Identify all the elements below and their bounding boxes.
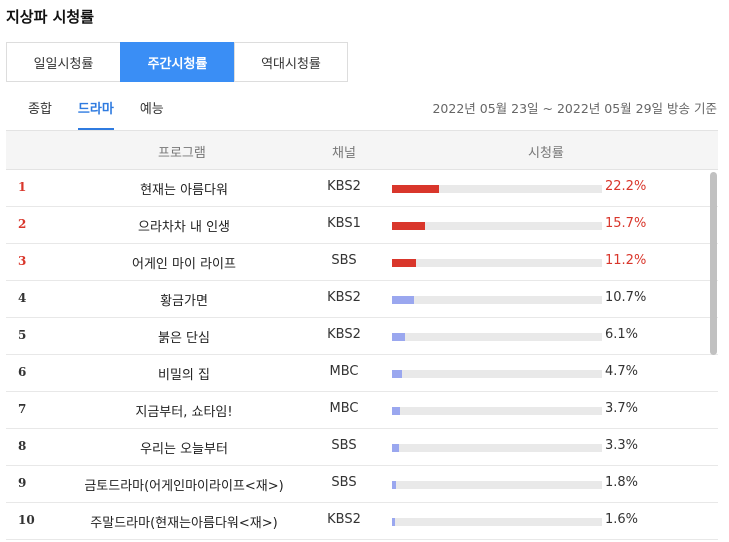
rating-value: 11.2%	[605, 253, 647, 268]
header-channel: 채널	[332, 146, 356, 161]
program-title[interactable]: 지금부터, 쇼타임!	[135, 405, 233, 420]
rating-bar-track	[392, 444, 602, 452]
tab-weekly-ratings[interactable]: 주간시청률	[120, 42, 234, 82]
rating-value: 6.1%	[605, 327, 639, 342]
tab-drama[interactable]: 드라마	[77, 96, 114, 130]
tab-alltime-ratings[interactable]: 역대시청률	[234, 42, 348, 82]
rating-bar-track	[392, 259, 602, 267]
rating-value: 3.3%	[605, 438, 639, 453]
channel-name: SBS	[331, 253, 357, 268]
header-program: 프로그램	[158, 146, 206, 161]
rank-number: 1	[18, 180, 27, 194]
rating-bar-track	[392, 296, 602, 304]
channel-name: KBS2	[327, 327, 361, 342]
rating-bar	[392, 407, 400, 415]
tab-overall[interactable]: 종합	[28, 102, 52, 117]
table-row[interactable]: 3 어게인 마이 라이프 SBS 11.2%	[6, 244, 718, 281]
rating-value: 15.7%	[605, 216, 647, 231]
table-row[interactable]: 8 우리는 오늘부터 SBS 3.3%	[6, 429, 718, 466]
rating-value: 4.7%	[605, 364, 639, 379]
rating-value: 1.6%	[605, 512, 639, 527]
program-title[interactable]: 현재는 아름다워	[140, 183, 228, 198]
channel-name: KBS1	[327, 216, 361, 231]
tab-entertainment[interactable]: 예능	[139, 102, 164, 117]
rating-bar	[392, 370, 402, 378]
program-title[interactable]: 주말드라마(현재는아름다워<재>)	[90, 516, 278, 531]
table-row[interactable]: 1 현재는 아름다워 KBS2 22.2%	[6, 170, 718, 207]
page-title: 지상파 시청률	[6, 8, 95, 26]
channel-name: KBS2	[327, 512, 361, 527]
rank-number: 2	[18, 217, 27, 231]
channel-name: KBS2	[327, 179, 361, 194]
tab-daily-ratings[interactable]: 일일시청률	[6, 42, 120, 82]
program-title[interactable]: 황금가면	[160, 294, 208, 309]
header-rating: 시청률	[528, 146, 564, 161]
table-body: 1 현재는 아름다워 KBS2 22.2% 2 으라차차 내 인생 KBS1 15.7% 3 어게…	[6, 170, 718, 540]
rating-bar-track	[392, 333, 602, 341]
rank-number: 9	[18, 476, 27, 490]
scrollbar[interactable]	[709, 172, 718, 542]
rating-bar	[392, 518, 396, 526]
program-title[interactable]: 어게인 마이 라이프	[132, 257, 236, 272]
rank-number: 7	[18, 402, 27, 416]
channel-name: SBS	[331, 438, 357, 453]
channel-name: SBS	[331, 475, 357, 490]
program-title[interactable]: 우리는 오늘부터	[140, 442, 228, 457]
rating-bar-track	[392, 185, 602, 193]
rank-number: 3	[18, 254, 27, 268]
table-header: 프로그램 채널 시청률	[6, 130, 718, 170]
rating-bar-track	[392, 222, 602, 230]
table-row[interactable]: 9 금토드라마(어게인마이라이프<재>) SBS 1.8%	[6, 466, 718, 503]
program-title[interactable]: 비밀의 집	[158, 368, 210, 383]
rating-bar	[392, 185, 439, 193]
program-title[interactable]: 금토드라마(어게인마이라이프<재>)	[84, 479, 284, 494]
channel-name: MBC	[329, 364, 359, 379]
table-row[interactable]: 7 지금부터, 쇼타임! MBC 3.7%	[6, 392, 718, 429]
rating-bar	[392, 333, 405, 341]
table-row[interactable]: 2 으라차차 내 인생 KBS1 15.7%	[6, 207, 718, 244]
rating-bar-track	[392, 481, 602, 489]
rating-bar	[392, 481, 396, 489]
date-range: 2022년 05월 23일 ~ 2022년 05월 29일 방송 기준	[432, 101, 717, 116]
rating-bar-track	[392, 370, 602, 378]
program-title[interactable]: 으라차차 내 인생	[138, 220, 230, 235]
period-tabs: 일일시청률 주간시청률 역대시청률	[6, 42, 348, 82]
rating-bar	[392, 296, 415, 304]
rating-bar	[392, 222, 425, 230]
rating-bar	[392, 444, 399, 452]
rank-number: 10	[18, 513, 35, 527]
channel-name: KBS2	[327, 290, 361, 305]
scroll-thumb[interactable]	[710, 172, 717, 355]
rating-value: 3.7%	[605, 401, 639, 416]
rating-bar-track	[392, 407, 602, 415]
rank-number: 8	[18, 439, 27, 453]
rank-number: 4	[18, 291, 27, 305]
table-row[interactable]: 4 황금가면 KBS2 10.7%	[6, 281, 718, 318]
table-row[interactable]: 6 비밀의 집 MBC 4.7%	[6, 355, 718, 392]
rank-number: 5	[18, 328, 27, 342]
program-title[interactable]: 붉은 단심	[158, 331, 210, 346]
table-row[interactable]: 10 주말드라마(현재는아름다워<재>) KBS2 1.6%	[6, 503, 718, 540]
rank-number: 6	[18, 365, 27, 379]
rating-value: 10.7%	[605, 290, 647, 305]
rating-bar-track	[392, 518, 602, 526]
rating-value: 22.2%	[605, 179, 647, 194]
table-row[interactable]: 5 붉은 단심 KBS2 6.1%	[6, 318, 718, 355]
rating-bar	[392, 259, 416, 267]
rating-value: 1.8%	[605, 475, 639, 490]
ratings-table: 프로그램 채널 시청률 1 현재는 아름다워 KBS2 22.2% 2 으라차차 내 인생…	[6, 130, 718, 540]
channel-name: MBC	[329, 401, 359, 416]
genre-tabs: 종합 드라마 예능	[28, 96, 164, 130]
